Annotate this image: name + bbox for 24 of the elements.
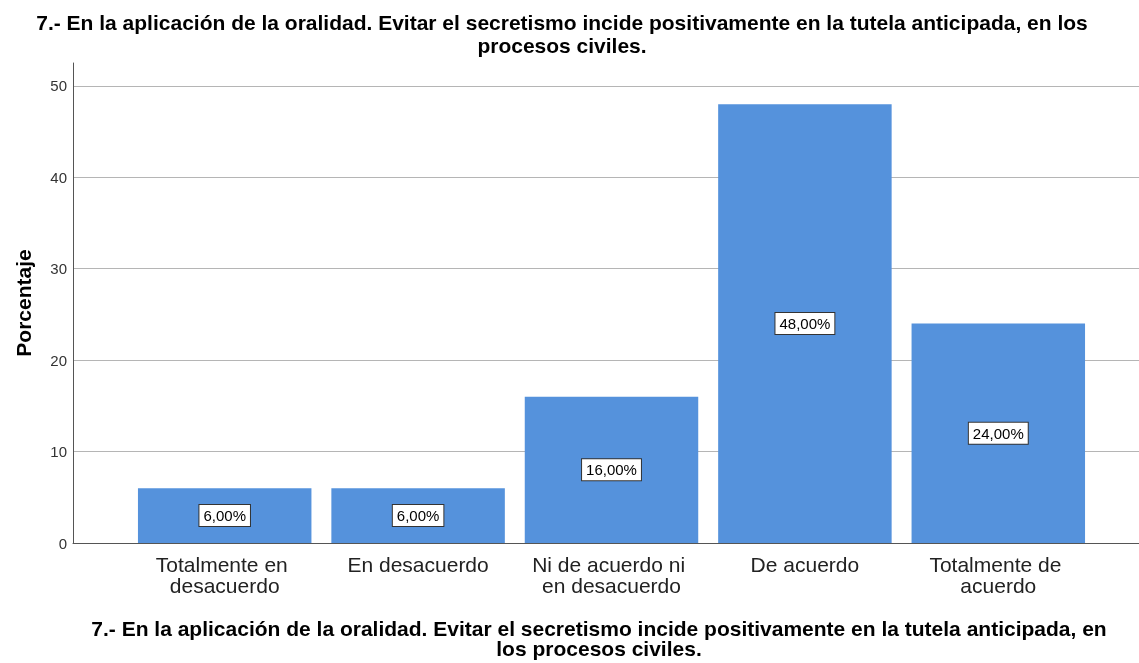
y-tick-label: 10 bbox=[50, 443, 67, 461]
bar bbox=[524, 396, 699, 543]
data-label: 24,00% bbox=[972, 424, 1024, 442]
x-tick-label: De acuerdo bbox=[750, 553, 860, 576]
x-tick-label: En desacuerdo bbox=[347, 553, 489, 576]
data-label: 48,00% bbox=[779, 315, 831, 333]
y-tick-label: 40 bbox=[50, 168, 67, 186]
y-tick-label: 50 bbox=[50, 77, 67, 95]
y-axis-title: Porcentaje bbox=[12, 249, 35, 357]
x-tick-label: Ni de acuerdo ni en desacuerdo bbox=[532, 553, 691, 597]
y-tick-label: 30 bbox=[50, 260, 67, 278]
x-axis-title: 7.- En la aplicación de la oralidad. Evitar el secretismo incide positivamente en la tutela anticipada, en los procesos civiles. bbox=[91, 616, 1107, 660]
x-tick-label: Totalmente en desacuerdo bbox=[155, 553, 294, 597]
y-tick-label: 0 bbox=[58, 534, 67, 552]
chart-title: 7.- En la aplicación de la oralidad. Evitar el secretismo incide positivamente en la tutela anticipada, en los procesos civiles. bbox=[36, 11, 1088, 57]
y-tick-label: 20 bbox=[50, 351, 67, 369]
data-label: 6,00% bbox=[203, 507, 246, 525]
bar bbox=[331, 488, 505, 543]
x-tick-label: Totalmente de acuerdo bbox=[929, 553, 1068, 597]
data-label: 6,00% bbox=[396, 507, 440, 525]
bar bbox=[911, 323, 1086, 543]
bar bbox=[137, 488, 312, 543]
data-label: 16,00% bbox=[586, 461, 637, 479]
bar bbox=[718, 104, 892, 543]
